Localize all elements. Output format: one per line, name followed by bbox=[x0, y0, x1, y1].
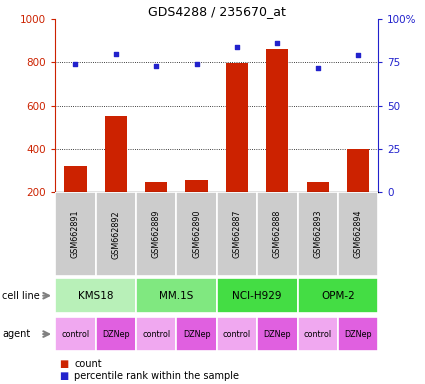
Text: GSM662887: GSM662887 bbox=[232, 210, 241, 258]
Bar bbox=[176, 192, 217, 276]
Bar bbox=[217, 317, 257, 351]
Text: GSM662889: GSM662889 bbox=[152, 210, 161, 258]
Text: GSM662891: GSM662891 bbox=[71, 210, 80, 258]
Text: DZNep: DZNep bbox=[264, 329, 291, 339]
Point bbox=[274, 40, 280, 46]
Text: control: control bbox=[223, 329, 251, 339]
Text: cell line: cell line bbox=[2, 291, 40, 301]
Text: KMS18: KMS18 bbox=[78, 291, 113, 301]
Bar bbox=[185, 180, 208, 192]
Bar bbox=[347, 149, 369, 192]
Point bbox=[153, 63, 159, 69]
Bar bbox=[55, 192, 96, 276]
Point bbox=[72, 61, 79, 67]
Text: control: control bbox=[303, 329, 332, 339]
Text: NCI-H929: NCI-H929 bbox=[232, 291, 282, 301]
Text: GSM662890: GSM662890 bbox=[192, 210, 201, 258]
Bar bbox=[136, 192, 176, 276]
Text: GSM662888: GSM662888 bbox=[273, 210, 282, 258]
Bar bbox=[55, 278, 136, 313]
Bar bbox=[96, 317, 136, 351]
Text: GSM662894: GSM662894 bbox=[354, 210, 363, 258]
Text: control: control bbox=[142, 329, 170, 339]
Point bbox=[354, 53, 361, 59]
Bar bbox=[298, 278, 378, 313]
Bar bbox=[55, 317, 96, 351]
Bar bbox=[64, 166, 87, 192]
Text: DZNep: DZNep bbox=[344, 329, 372, 339]
Point bbox=[314, 65, 321, 71]
Text: ■: ■ bbox=[60, 359, 69, 369]
Bar bbox=[136, 278, 217, 313]
Bar bbox=[176, 317, 217, 351]
Bar bbox=[145, 182, 167, 192]
Bar bbox=[96, 192, 136, 276]
Text: MM.1S: MM.1S bbox=[159, 291, 193, 301]
Bar bbox=[298, 192, 338, 276]
Bar bbox=[226, 63, 248, 192]
Bar bbox=[257, 317, 298, 351]
Point bbox=[193, 61, 200, 67]
Bar bbox=[338, 317, 378, 351]
Text: GSM662892: GSM662892 bbox=[111, 210, 120, 258]
Bar bbox=[136, 317, 176, 351]
Bar bbox=[338, 192, 378, 276]
Text: GSM662893: GSM662893 bbox=[313, 210, 322, 258]
Text: agent: agent bbox=[2, 329, 30, 339]
Bar bbox=[266, 50, 289, 192]
Text: control: control bbox=[61, 329, 90, 339]
Bar bbox=[257, 192, 298, 276]
Text: OPM-2: OPM-2 bbox=[321, 291, 355, 301]
Text: DZNep: DZNep bbox=[183, 329, 210, 339]
Bar bbox=[306, 182, 329, 192]
Point bbox=[112, 51, 119, 57]
Title: GDS4288 / 235670_at: GDS4288 / 235670_at bbox=[148, 5, 286, 18]
Text: ■: ■ bbox=[60, 371, 69, 381]
Bar bbox=[217, 278, 298, 313]
Text: percentile rank within the sample: percentile rank within the sample bbox=[74, 371, 239, 381]
Text: DZNep: DZNep bbox=[102, 329, 130, 339]
Point bbox=[233, 44, 240, 50]
Text: count: count bbox=[74, 359, 102, 369]
Bar bbox=[105, 116, 127, 192]
Bar bbox=[217, 192, 257, 276]
Bar bbox=[298, 317, 338, 351]
